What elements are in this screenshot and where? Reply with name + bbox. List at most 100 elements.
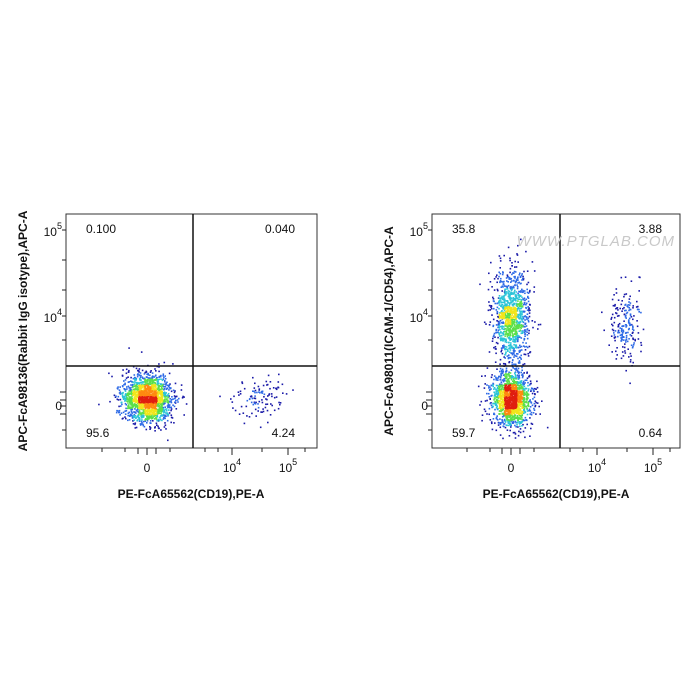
event-dot	[518, 422, 520, 424]
event-dot	[508, 336, 511, 338]
event-dot	[505, 407, 508, 410]
event-dot	[629, 322, 631, 325]
event-dot	[494, 401, 496, 403]
event-dot	[147, 377, 150, 379]
event-dot	[517, 282, 519, 284]
event-dot	[163, 391, 166, 393]
event-dot	[505, 416, 507, 419]
event-dot	[137, 402, 139, 405]
event-dot	[495, 396, 498, 399]
event-dot	[528, 329, 530, 332]
event-dot	[526, 413, 529, 416]
event-dot	[495, 389, 497, 391]
event-dot	[520, 327, 522, 329]
event-dot	[142, 412, 144, 415]
event-dot	[146, 409, 148, 412]
event-dot	[148, 385, 150, 388]
event-dot	[497, 395, 499, 398]
event-dot	[180, 384, 183, 386]
event-dot	[133, 415, 135, 417]
event-dot	[137, 385, 139, 388]
event-dot	[126, 398, 129, 400]
event-dot	[518, 360, 521, 362]
event-dot	[514, 295, 517, 297]
event-dot	[524, 401, 526, 403]
event-dot	[120, 412, 123, 414]
event-dot	[621, 300, 623, 302]
event-dot	[262, 384, 265, 387]
event-dot	[124, 388, 127, 391]
event-dot	[153, 407, 156, 409]
event-dot	[497, 384, 499, 387]
event-dot	[128, 419, 131, 421]
event-dot	[163, 388, 165, 391]
event-dots	[477, 238, 645, 440]
event-dot	[140, 400, 143, 402]
event-dot	[170, 387, 172, 389]
event-dot	[509, 386, 512, 389]
event-dot	[147, 372, 149, 375]
event-dot	[508, 407, 511, 409]
event-dot	[492, 382, 494, 385]
event-dot	[501, 317, 503, 320]
event-dot	[522, 399, 525, 401]
event-dot	[156, 383, 159, 385]
event-dot	[506, 355, 509, 357]
event-dot	[524, 319, 526, 321]
event-dot	[165, 412, 167, 414]
event-dot	[121, 392, 123, 395]
event-dot	[497, 326, 499, 329]
event-dot	[153, 414, 155, 417]
event-dot	[166, 399, 169, 401]
event-dot	[157, 401, 159, 404]
event-dot	[159, 375, 162, 378]
event-dot	[521, 366, 523, 369]
event-dot	[603, 329, 605, 332]
event-dot	[513, 415, 516, 418]
event-dot	[501, 396, 503, 398]
event-dot	[541, 400, 543, 402]
event-dot	[492, 325, 494, 328]
event-dot	[490, 307, 493, 310]
event-dot	[506, 390, 508, 393]
event-dot	[501, 372, 504, 375]
event-dot	[519, 421, 522, 423]
event-dot	[511, 394, 513, 397]
event-dot	[505, 324, 508, 327]
event-dot	[621, 325, 624, 327]
event-dot	[514, 289, 516, 292]
event-dot	[497, 391, 500, 394]
event-dot	[503, 356, 505, 358]
event-dot	[153, 399, 155, 401]
event-dot	[507, 334, 510, 336]
event-dot	[530, 387, 533, 389]
event-dot	[521, 332, 524, 334]
event-dot	[504, 354, 506, 356]
event-dot	[514, 420, 517, 423]
event-dot	[506, 406, 509, 408]
event-dot	[509, 329, 511, 331]
event-dot	[511, 361, 513, 364]
event-dot	[527, 390, 530, 392]
event-dot	[144, 380, 146, 383]
event-dot	[515, 417, 517, 419]
event-dot	[146, 388, 149, 391]
event-dot	[173, 405, 176, 408]
event-dot	[504, 397, 506, 399]
event-dot	[527, 306, 529, 308]
event-dot	[149, 401, 151, 404]
event-dot	[514, 284, 516, 287]
event-dot	[503, 254, 505, 257]
event-dot	[513, 407, 515, 410]
event-dot	[492, 296, 494, 299]
event-dot	[168, 385, 170, 388]
event-dot	[501, 409, 503, 411]
event-dot	[501, 418, 503, 421]
event-dot	[166, 412, 168, 414]
event-dot	[483, 387, 486, 389]
event-dot	[128, 396, 130, 398]
event-dot	[498, 383, 501, 386]
event-dot	[508, 418, 510, 421]
event-dot	[508, 324, 511, 326]
event-dot	[517, 395, 519, 398]
